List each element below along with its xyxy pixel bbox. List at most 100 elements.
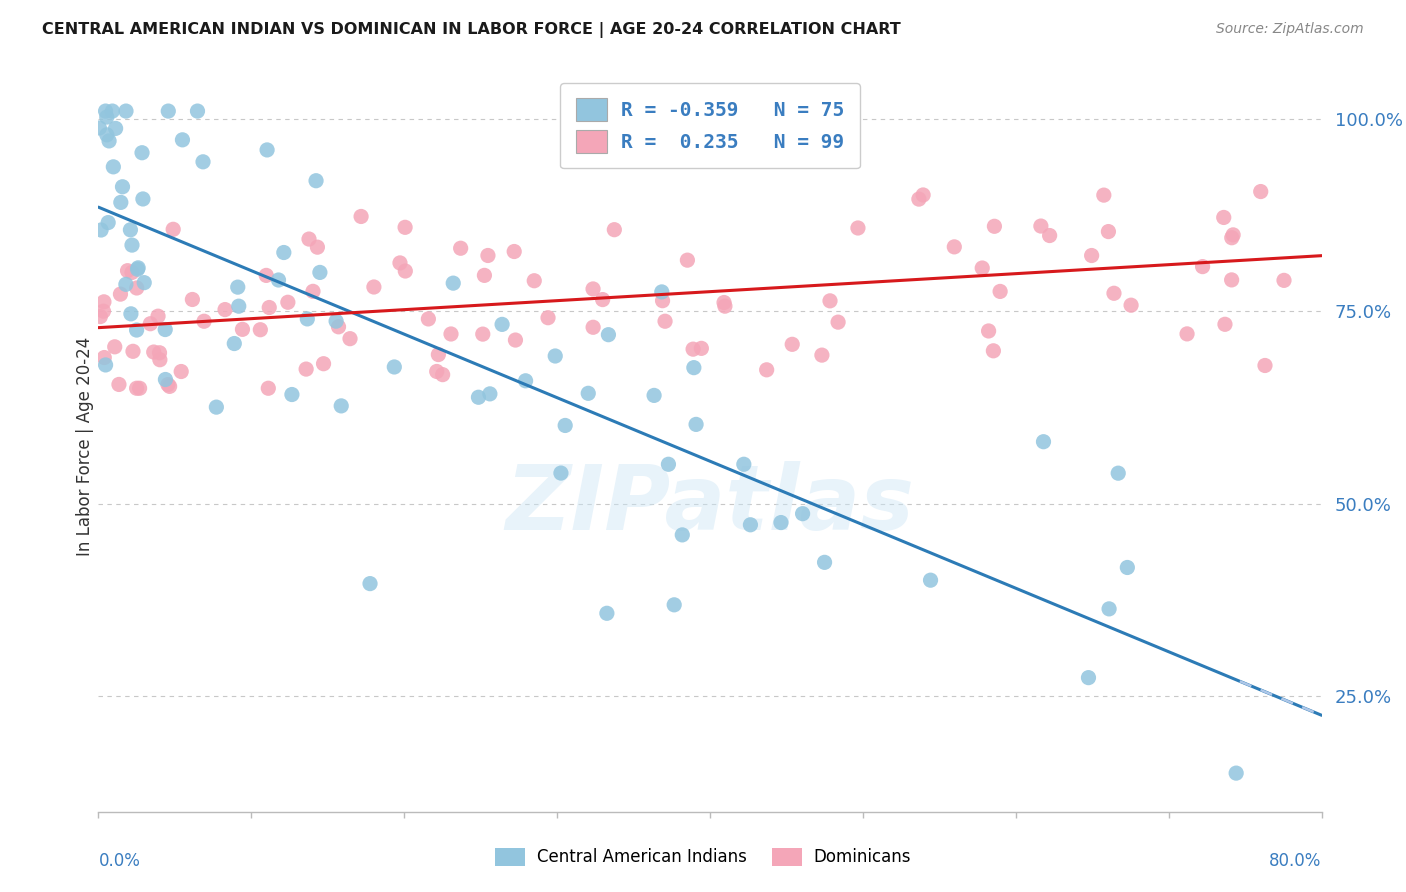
Point bbox=[228, 299, 250, 313]
Point bbox=[1191, 260, 1213, 274]
Point bbox=[603, 222, 626, 236]
Point bbox=[690, 342, 713, 356]
Point bbox=[582, 320, 605, 334]
Point bbox=[988, 285, 1011, 299]
Point bbox=[755, 363, 778, 377]
Point bbox=[382, 359, 405, 374]
Point bbox=[93, 351, 115, 365]
Point bbox=[117, 263, 139, 277]
Point bbox=[90, 223, 112, 237]
Point bbox=[281, 387, 304, 401]
Point bbox=[943, 240, 966, 254]
Point bbox=[682, 342, 704, 356]
Point bbox=[350, 210, 373, 224]
Point bbox=[1213, 318, 1236, 332]
Point bbox=[309, 265, 332, 279]
Point bbox=[1116, 560, 1139, 574]
Point bbox=[148, 345, 170, 359]
Point bbox=[134, 276, 156, 290]
Text: 0.0%: 0.0% bbox=[98, 852, 141, 870]
Point bbox=[651, 293, 673, 308]
Point bbox=[1080, 248, 1102, 262]
Point bbox=[226, 280, 249, 294]
Point bbox=[155, 322, 177, 336]
Point bbox=[426, 364, 449, 378]
Point bbox=[205, 400, 228, 414]
Point bbox=[257, 301, 280, 315]
Point bbox=[110, 195, 132, 210]
Point bbox=[1039, 228, 1062, 243]
Point bbox=[155, 372, 177, 386]
Point bbox=[983, 219, 1005, 234]
Point bbox=[214, 302, 236, 317]
Point bbox=[110, 287, 132, 301]
Point bbox=[647, 148, 669, 162]
Point bbox=[93, 294, 115, 309]
Text: 80.0%: 80.0% bbox=[1270, 852, 1322, 870]
Point bbox=[131, 145, 153, 160]
Point bbox=[1102, 286, 1125, 301]
Point bbox=[249, 323, 271, 337]
Y-axis label: In Labor Force | Age 20-24: In Labor Force | Age 20-24 bbox=[76, 336, 94, 556]
Point bbox=[1107, 466, 1129, 480]
Point bbox=[97, 216, 120, 230]
Point bbox=[769, 516, 792, 530]
Point bbox=[432, 368, 454, 382]
Point bbox=[128, 381, 150, 395]
Point bbox=[267, 273, 290, 287]
Point bbox=[544, 349, 567, 363]
Point bbox=[813, 555, 835, 569]
Point bbox=[96, 128, 118, 142]
Point bbox=[1029, 219, 1052, 233]
Point bbox=[1225, 766, 1247, 780]
Point bbox=[115, 277, 138, 292]
Point bbox=[108, 377, 131, 392]
Point bbox=[596, 607, 619, 621]
Point bbox=[427, 347, 450, 361]
Point bbox=[325, 314, 347, 328]
Point bbox=[93, 304, 115, 318]
Point bbox=[846, 221, 869, 235]
Point bbox=[491, 318, 513, 332]
Point bbox=[330, 399, 353, 413]
Point bbox=[714, 299, 737, 313]
Point bbox=[657, 457, 679, 471]
Point bbox=[121, 238, 143, 252]
Point bbox=[132, 192, 155, 206]
Point bbox=[256, 143, 278, 157]
Point bbox=[104, 121, 127, 136]
Point bbox=[537, 310, 560, 325]
Point bbox=[664, 598, 686, 612]
Point bbox=[515, 374, 537, 388]
Point bbox=[792, 507, 814, 521]
Point bbox=[181, 293, 204, 307]
Point bbox=[156, 377, 179, 392]
Point bbox=[598, 327, 620, 342]
Point bbox=[811, 348, 834, 362]
Point bbox=[651, 285, 673, 299]
Point bbox=[125, 381, 148, 395]
Point bbox=[328, 319, 350, 334]
Point bbox=[682, 360, 704, 375]
Point bbox=[120, 307, 142, 321]
Point bbox=[127, 262, 149, 277]
Point bbox=[305, 174, 328, 188]
Point bbox=[1175, 326, 1198, 341]
Point bbox=[912, 188, 935, 202]
Point bbox=[302, 285, 325, 299]
Point bbox=[394, 220, 416, 235]
Point bbox=[115, 104, 138, 119]
Point bbox=[503, 244, 526, 259]
Point bbox=[827, 315, 849, 329]
Point bbox=[1077, 671, 1099, 685]
Point bbox=[1272, 273, 1295, 287]
Point bbox=[111, 179, 134, 194]
Point bbox=[1212, 211, 1234, 225]
Point bbox=[170, 364, 193, 378]
Point bbox=[418, 312, 440, 326]
Point bbox=[1250, 185, 1272, 199]
Point bbox=[98, 134, 121, 148]
Point bbox=[685, 417, 707, 432]
Point bbox=[89, 120, 111, 135]
Point bbox=[983, 343, 1005, 358]
